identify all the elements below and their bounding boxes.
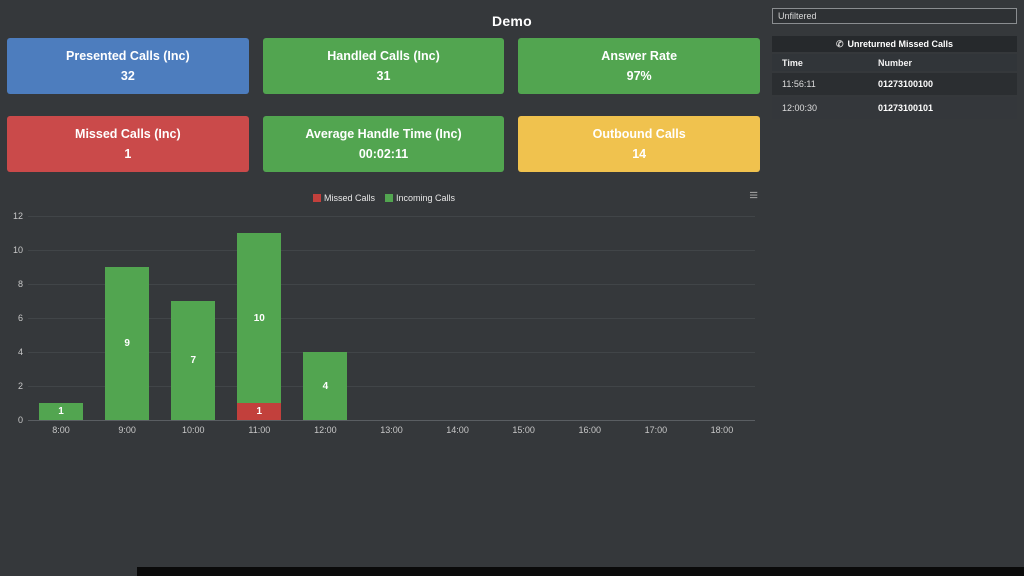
gridline: [28, 216, 755, 217]
missed-call-time: 11:56:11: [782, 79, 816, 89]
missed-call-row[interactable]: 11:56:11 01273100100: [772, 73, 1017, 95]
y-axis-label: 8: [17, 279, 23, 289]
x-axis-label: 16:00: [578, 425, 602, 435]
kpi-tile-answer-rate: Answer Rate 97%: [518, 38, 760, 94]
kpi-tile-handled-calls: Handled Calls (Inc) 31: [262, 38, 505, 94]
x-axis-label: 10:00: [181, 425, 205, 435]
legend-label: Missed Calls: [323, 193, 375, 203]
kpi-tile-missed-calls: Missed Calls (Inc) 1: [7, 116, 249, 172]
kpi-value: 32: [120, 69, 135, 83]
missed-call-row[interactable]: 12:00:30 01273100101: [772, 97, 1017, 119]
table-header-number: Number: [878, 57, 913, 68]
gridline: [28, 318, 755, 319]
missed-call-number: 01273100101: [878, 103, 934, 113]
chart-plot-area: 1 9 7 1 10 4: [28, 216, 755, 421]
unreturned-missed-calls-header: ✆ Unreturned Missed Calls: [772, 36, 1017, 52]
gridline: [28, 250, 755, 251]
kpi-value: 1: [124, 147, 132, 161]
table-header-time: Time: [782, 57, 803, 68]
kpi-tile-average-handle-time: Average Handle Time (Inc) 00:02:11: [262, 116, 505, 172]
legend-swatch: [312, 194, 321, 202]
x-axis-label: 8:00: [52, 425, 70, 435]
y-axis-label: 6: [17, 313, 23, 323]
phone-icon: ✆: [835, 38, 844, 49]
x-axis-label: 9:00: [118, 425, 136, 435]
x-axis-label: 18:00: [710, 425, 734, 435]
gridline: [28, 420, 755, 421]
chart-menu-icon[interactable]: ≡: [749, 187, 758, 204]
page-title: Demo: [491, 13, 533, 29]
gridline: [28, 284, 755, 285]
missed-calls-table-body: 11:56:11 01273100100 12:00:30 01273100101: [772, 73, 1017, 121]
kpi-label: Presented Calls (Inc): [66, 49, 190, 63]
kpi-label: Missed Calls (Inc): [75, 127, 181, 141]
gridline: [28, 352, 755, 353]
sidebar: ✆ Unreturned Missed Calls Time Number 11:…: [768, 0, 1024, 576]
kpi-label: Handled Calls (Inc): [327, 49, 440, 63]
bar-segment-incoming-calls-8-00: 1: [39, 403, 84, 420]
y-axis-label: 12: [12, 211, 23, 221]
kpi-value: 97%: [626, 69, 652, 83]
x-axis-label: 14:00: [446, 425, 469, 435]
x-axis-label: 11:00: [248, 425, 271, 435]
bar-segment-incoming-calls-10-00: 7: [171, 301, 216, 420]
x-axis-label: 12:00: [314, 425, 337, 435]
y-axis-label: 4: [17, 347, 23, 357]
bar-segment-incoming-calls-9-00: 9: [105, 267, 150, 420]
kpi-tiles: Presented Calls (Inc) 32 Handled Calls (In…: [7, 38, 760, 172]
panel-title: Unreturned Missed Calls: [847, 39, 954, 49]
kpi-value: 31: [376, 69, 391, 83]
x-axis-label: 17:00: [644, 425, 668, 435]
missed-call-time: 12:00:30: [782, 103, 818, 113]
kpi-label: Average Handle Time (Inc): [305, 127, 462, 141]
kpi-value: 00:02:11: [358, 147, 409, 161]
x-axis-label: 13:00: [380, 425, 403, 435]
kpi-tile-outbound-calls: Outbound Calls 14: [518, 116, 760, 172]
legend-label: Incoming Calls: [395, 193, 456, 203]
kpi-value: 14: [632, 147, 647, 161]
kpi-label: Answer Rate: [601, 49, 678, 63]
bottom-bar: [137, 567, 1024, 576]
filter-input[interactable]: [772, 8, 1017, 24]
x-axis-label: 15:00: [512, 425, 535, 435]
missed-calls-table-header: Time Number: [772, 54, 1017, 71]
y-axis-label: 0: [17, 415, 23, 425]
legend-swatch: [384, 194, 393, 202]
y-axis-label: 2: [17, 381, 23, 391]
kpi-tile-presented-calls: Presented Calls (Inc) 32: [7, 38, 249, 94]
bar-segment-incoming-calls-12-00: 4: [303, 352, 348, 420]
legend-item-missed-calls[interactable]: Missed Calls: [312, 193, 375, 203]
chart-legend: Missed Calls Incoming Calls: [8, 193, 760, 203]
gridline: [28, 386, 755, 387]
bar-segment-missed-calls-11-00: 1: [237, 403, 282, 420]
missed-call-number: 01273100100: [878, 79, 934, 89]
legend-item-incoming-calls[interactable]: Incoming Calls: [384, 193, 456, 203]
y-axis-label: 10: [12, 245, 23, 255]
kpi-label: Outbound Calls: [592, 127, 686, 141]
bar-segment-incoming-calls-11-00: 10: [237, 233, 282, 403]
